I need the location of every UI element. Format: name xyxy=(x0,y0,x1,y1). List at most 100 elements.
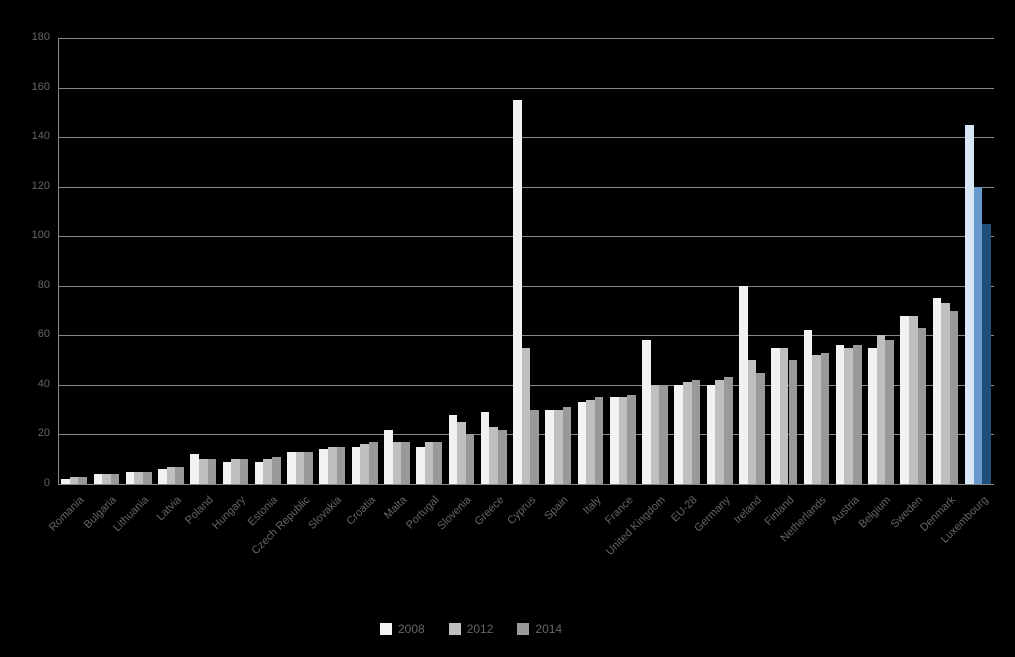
x-tick-label: Cyprus xyxy=(505,494,538,527)
bar xyxy=(780,348,789,484)
bar xyxy=(844,348,853,484)
bar xyxy=(715,380,724,484)
gridline xyxy=(58,236,994,237)
bar xyxy=(513,100,522,484)
bar xyxy=(78,477,87,484)
bar xyxy=(223,462,232,484)
gridline xyxy=(58,38,994,39)
y-tick-label: 120 xyxy=(0,180,50,192)
bar xyxy=(360,444,369,484)
bar xyxy=(642,340,651,484)
legend-label: 2012 xyxy=(467,622,494,636)
bar xyxy=(126,472,135,484)
bar xyxy=(586,400,595,484)
bar xyxy=(692,380,701,484)
bar xyxy=(651,385,660,484)
bar xyxy=(433,442,442,484)
x-tick-label: Italy xyxy=(580,494,603,517)
bar xyxy=(965,125,974,484)
bar xyxy=(319,449,328,484)
bar xyxy=(393,442,402,484)
bar xyxy=(175,467,184,484)
gridline xyxy=(58,137,994,138)
x-tick-label: United Kingdom xyxy=(604,494,668,558)
gridline xyxy=(58,484,994,485)
bar xyxy=(94,474,103,484)
legend-item: 2008 xyxy=(380,622,425,636)
bar xyxy=(804,330,813,484)
bar xyxy=(255,462,264,484)
bar xyxy=(522,348,531,484)
bar xyxy=(885,340,894,484)
bar xyxy=(70,477,79,484)
x-tick-label: Latvia xyxy=(155,494,184,523)
bar xyxy=(272,457,281,484)
y-tick-label: 0 xyxy=(0,477,50,489)
bar xyxy=(190,454,199,484)
bar xyxy=(941,303,950,484)
x-tick-label: Croatia xyxy=(344,494,378,528)
x-tick-label: Portugal xyxy=(404,494,441,531)
bar xyxy=(739,286,748,484)
x-tick-label: Romania xyxy=(47,494,87,534)
bar xyxy=(199,459,208,484)
bar xyxy=(466,434,475,484)
legend-label: 2008 xyxy=(398,622,425,636)
bar xyxy=(595,397,604,484)
plot-area xyxy=(58,38,994,484)
bar xyxy=(61,479,70,484)
bar xyxy=(304,452,313,484)
y-tick-label: 180 xyxy=(0,31,50,43)
bar xyxy=(619,397,628,484)
bar xyxy=(208,459,217,484)
legend: 2008 2012 2014 xyxy=(380,622,562,636)
bar xyxy=(563,407,572,484)
bar xyxy=(498,430,507,485)
x-tick-label: Hungary xyxy=(210,494,248,532)
bar xyxy=(610,397,619,484)
bar xyxy=(982,224,991,484)
x-tick-label: Spain xyxy=(543,494,571,522)
bar xyxy=(416,447,425,484)
bar xyxy=(369,442,378,484)
gridline xyxy=(58,286,994,287)
legend-swatch xyxy=(449,623,461,635)
y-tick-label: 20 xyxy=(0,427,50,439)
bar xyxy=(836,345,845,484)
legend-swatch xyxy=(517,623,529,635)
gridline xyxy=(58,187,994,188)
bar xyxy=(143,472,152,484)
bar xyxy=(457,422,466,484)
bar xyxy=(337,447,346,484)
bar xyxy=(900,316,909,484)
bar xyxy=(674,385,683,484)
y-tick-label: 40 xyxy=(0,378,50,390)
bar xyxy=(425,442,434,484)
bar xyxy=(877,335,886,484)
bar xyxy=(328,447,337,484)
x-tick-label: Belgium xyxy=(857,494,894,531)
gridline xyxy=(58,335,994,336)
bar xyxy=(659,385,668,484)
bar xyxy=(868,348,877,484)
bar xyxy=(918,328,927,484)
bar xyxy=(974,187,983,484)
bar xyxy=(384,430,393,485)
x-tick-label: Malta xyxy=(382,494,410,522)
bar xyxy=(287,452,296,484)
bar xyxy=(111,474,120,484)
bar xyxy=(933,298,942,484)
bar xyxy=(231,459,240,484)
gridline xyxy=(58,88,994,89)
bar xyxy=(167,467,176,484)
legend-item: 2012 xyxy=(449,622,494,636)
bar xyxy=(627,395,636,484)
legend-item: 2014 xyxy=(517,622,562,636)
x-tick-label: Czech Republic xyxy=(250,494,313,557)
bar xyxy=(748,360,757,484)
bar xyxy=(707,385,716,484)
bar xyxy=(263,459,272,484)
legend-label: 2014 xyxy=(535,622,562,636)
bar xyxy=(158,469,167,484)
bar-chart: 020406080100120140160180 RomaniaBulgaria… xyxy=(0,0,1015,657)
